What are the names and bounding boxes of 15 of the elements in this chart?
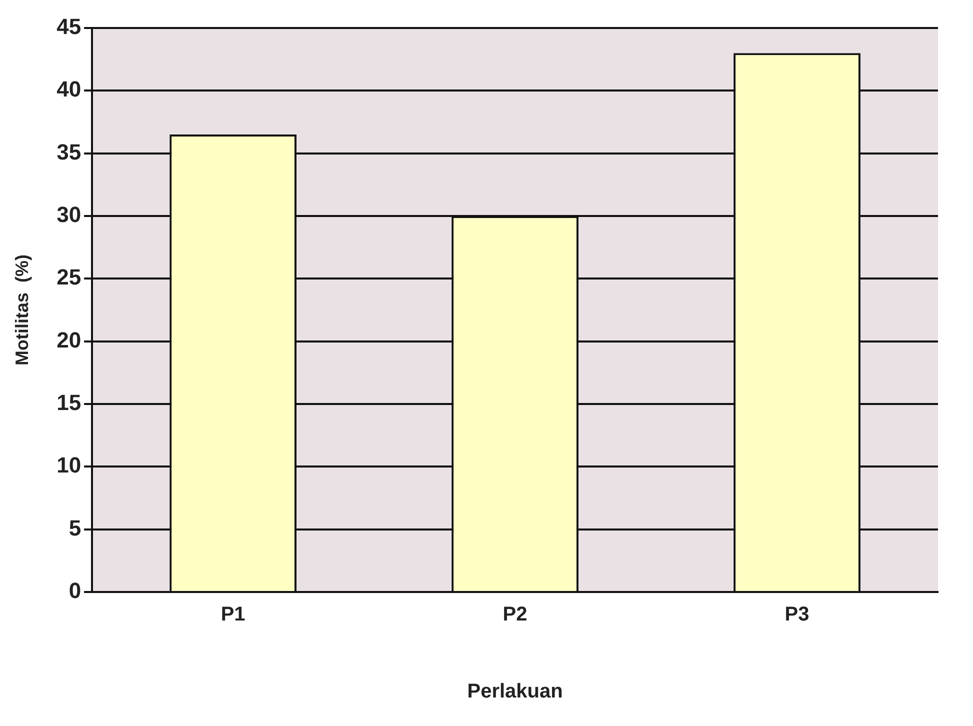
- x-tick-label: P2: [502, 604, 528, 626]
- y-tick-label: 35: [56, 139, 82, 164]
- x-tick-label: P1: [220, 604, 246, 626]
- y-tick-label: 25: [56, 264, 82, 290]
- y-tick-label: 0: [68, 578, 82, 604]
- y-tick-label: 15: [56, 390, 82, 416]
- y-tick-label: 20: [56, 327, 82, 352]
- y-tick-label: 5: [68, 515, 82, 540]
- y-tick-label: 40: [56, 76, 82, 102]
- x-axis-title: Perlakuan: [467, 680, 563, 703]
- y-tick-label: 10: [56, 452, 82, 478]
- y-tick-label: 30: [56, 202, 82, 228]
- x-tick-label: P3: [784, 604, 810, 626]
- y-tick-label: 45: [56, 14, 82, 40]
- y-axis-title: Motilitas (%): [12, 254, 32, 366]
